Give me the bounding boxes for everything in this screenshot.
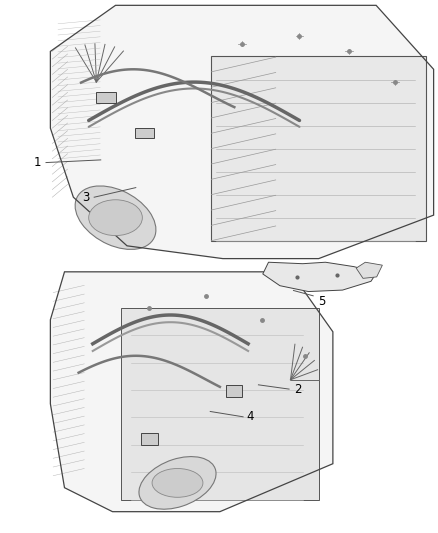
Polygon shape: [50, 5, 434, 259]
Polygon shape: [356, 262, 382, 278]
Ellipse shape: [75, 186, 156, 249]
Ellipse shape: [139, 457, 216, 509]
Text: 2: 2: [294, 383, 302, 395]
Bar: [211, 56, 426, 241]
Text: 1: 1: [33, 156, 41, 169]
Bar: [135, 128, 154, 139]
Bar: [141, 433, 158, 445]
Text: 5: 5: [318, 295, 325, 308]
Bar: [96, 92, 116, 102]
Text: 3: 3: [82, 191, 89, 204]
Polygon shape: [263, 262, 377, 292]
Bar: [226, 385, 243, 397]
Text: 4: 4: [246, 410, 254, 423]
Ellipse shape: [152, 469, 203, 497]
Polygon shape: [50, 272, 333, 512]
Bar: [121, 308, 319, 500]
Ellipse shape: [89, 200, 142, 236]
